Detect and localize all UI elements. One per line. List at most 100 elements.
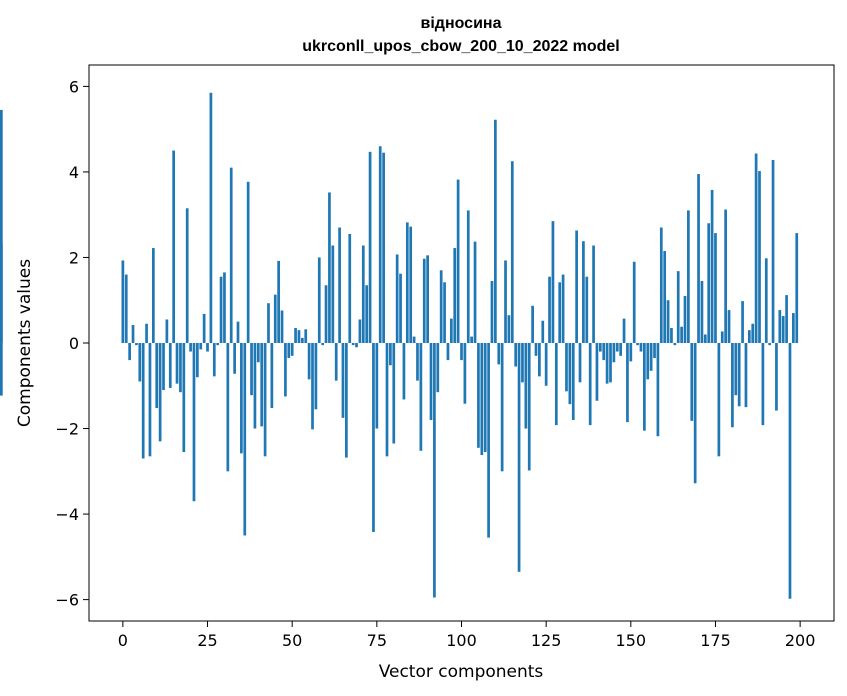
bar (744, 343, 748, 408)
bar (717, 343, 721, 457)
bar (253, 343, 257, 429)
bar (477, 343, 480, 448)
bar (541, 320, 545, 343)
bar (626, 343, 629, 423)
bar (690, 343, 694, 421)
bar (622, 318, 626, 343)
bar (348, 233, 352, 343)
bar (605, 343, 609, 384)
bar (351, 343, 355, 346)
bar (375, 343, 379, 429)
bar (453, 248, 457, 343)
bar (141, 343, 145, 459)
x-axis-label: Vector components (379, 662, 544, 682)
bar (297, 330, 301, 343)
bar (121, 260, 125, 343)
x-tick-label: 50 (282, 631, 302, 650)
bar (138, 343, 142, 382)
chart-title: відносина (421, 15, 502, 32)
bar (544, 343, 548, 386)
bar (727, 310, 731, 343)
x-tick-label: 175 (700, 631, 731, 650)
bar (751, 323, 755, 343)
bar (490, 280, 494, 343)
bar (659, 227, 663, 343)
bar (554, 343, 558, 426)
bar (158, 343, 162, 442)
bar (775, 343, 778, 411)
bar (598, 343, 602, 352)
bar (277, 260, 280, 343)
bar (175, 343, 179, 384)
bar (612, 343, 616, 363)
bar (422, 258, 426, 343)
bar (565, 343, 568, 392)
bar (317, 257, 321, 343)
bar (395, 254, 399, 343)
bar (338, 227, 341, 343)
bar (199, 343, 203, 350)
x-tick-label: 25 (197, 631, 217, 650)
y-tick-label: −4 (55, 505, 79, 524)
bar (273, 294, 277, 343)
bar (731, 343, 734, 428)
bar (361, 245, 365, 343)
y-tick-label: −6 (55, 591, 79, 610)
bar (243, 343, 247, 536)
bar (148, 343, 152, 457)
bar (534, 343, 538, 356)
bar (720, 331, 724, 343)
bar (233, 343, 236, 374)
bar (314, 343, 318, 410)
bar (433, 343, 436, 598)
bar (582, 241, 585, 343)
bar (240, 343, 243, 454)
y-tick-label: 4 (69, 163, 79, 182)
bar (145, 323, 148, 343)
bar (629, 343, 633, 362)
bar (558, 282, 562, 343)
bar (409, 226, 413, 343)
bar (0, 243, 3, 343)
bar (436, 343, 440, 393)
bar (761, 343, 765, 426)
bar (561, 274, 565, 343)
bar (324, 285, 328, 343)
bar (649, 343, 653, 371)
bar (328, 192, 331, 343)
bar (189, 343, 192, 352)
bar (426, 255, 429, 343)
bar (504, 260, 507, 343)
x-tick-label: 100 (446, 631, 477, 650)
bar (165, 319, 169, 343)
bar (483, 343, 487, 453)
y-axis-label: Components values (15, 259, 35, 427)
bar (382, 152, 385, 343)
bar (527, 343, 531, 471)
bar (358, 319, 362, 343)
x-tick-label: 125 (531, 631, 562, 650)
bar (615, 343, 619, 352)
bar (131, 325, 135, 343)
bar (487, 343, 490, 538)
bar (223, 272, 226, 343)
bar (473, 241, 477, 343)
bar (236, 321, 240, 343)
bar (321, 343, 325, 346)
bar (182, 343, 186, 453)
bar (663, 251, 667, 343)
bar (538, 343, 541, 377)
bar (771, 159, 775, 343)
bar (494, 119, 497, 344)
bar (250, 343, 253, 396)
bar (355, 343, 358, 348)
bar (162, 343, 165, 391)
bar (480, 343, 484, 456)
bar (341, 343, 345, 418)
bar (368, 151, 372, 343)
bar (693, 343, 697, 484)
bar (592, 245, 595, 343)
bar (429, 343, 433, 420)
bar (402, 343, 406, 400)
